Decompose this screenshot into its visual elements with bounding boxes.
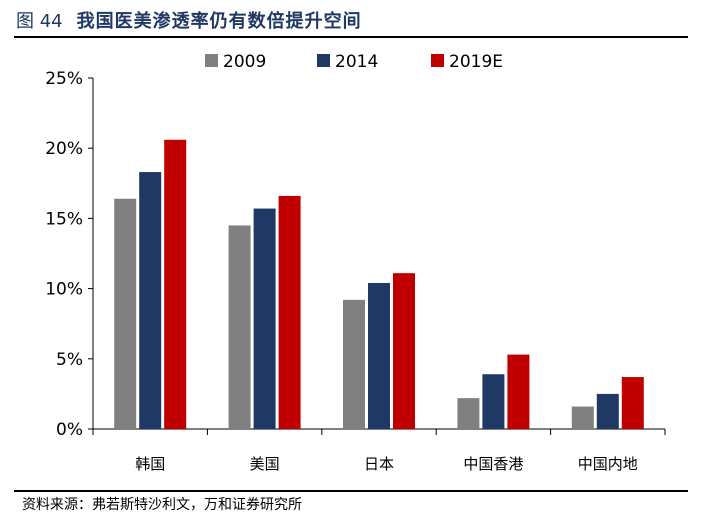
y-tick-label: 15% <box>45 209 83 229</box>
category-labels: 韩国 美国 日本 中国香港 中国内地 <box>135 455 638 473</box>
y-tick-label: 10% <box>45 280 83 300</box>
figure-header: 图 44 我国医美渗透率仍有数倍提升空间 <box>16 6 362 34</box>
bar-2009-0 <box>114 198 137 429</box>
legend-swatch-2014 <box>317 54 330 67</box>
bar-2019E-3 <box>507 354 530 429</box>
legend-label: 2014 <box>335 52 378 72</box>
bar-2019E-2 <box>393 273 415 429</box>
legend-label: 2019E <box>449 52 503 72</box>
bar-2009-4 <box>571 406 594 429</box>
chart-legend: 2009 2014 2019E <box>205 52 503 72</box>
legend-label: 2009 <box>223 52 266 72</box>
x-category-label: 中国内地 <box>578 455 638 473</box>
legend-swatch-2009 <box>205 54 218 67</box>
bar-2014-3 <box>482 374 505 429</box>
x-category-label: 美国 <box>250 455 280 473</box>
bar-2019E-4 <box>621 377 644 429</box>
figure-label: 图 44 <box>16 11 63 32</box>
y-tick-label: 20% <box>45 139 83 159</box>
bar-2014-2 <box>368 282 390 429</box>
source-note: 资料来源：弗若斯特沙利文，万和证券研究所 <box>22 497 302 513</box>
bar-2009-2 <box>343 299 365 429</box>
bottom-divider <box>14 490 688 492</box>
top-divider <box>14 36 688 38</box>
figure-title: 我国医美渗透率仍有数倍提升空间 <box>76 11 362 32</box>
y-tick-label: 5% <box>56 350 83 370</box>
x-category-label: 日本 <box>364 455 394 473</box>
y-tick-label: 25% <box>45 69 83 89</box>
bar-2014-4 <box>596 393 619 429</box>
bar-2014-0 <box>139 172 162 429</box>
bar-2014-1 <box>253 208 276 429</box>
bar-2009-3 <box>457 398 480 429</box>
bar-2009-1 <box>228 225 251 429</box>
bar-2019E-0 <box>164 139 187 429</box>
bar-2019E-1 <box>278 195 301 429</box>
chart-bars <box>114 139 644 429</box>
x-category-label: 中国香港 <box>463 455 523 473</box>
legend-swatch-2019E <box>431 54 444 67</box>
x-category-label: 韩国 <box>135 455 165 473</box>
bar-chart: 2009 2014 2019E 0% 5% 10% 15% 20% 25% 韩国 美国 日本 中国香… <box>45 52 666 473</box>
y-tick-label: 0% <box>56 420 83 440</box>
